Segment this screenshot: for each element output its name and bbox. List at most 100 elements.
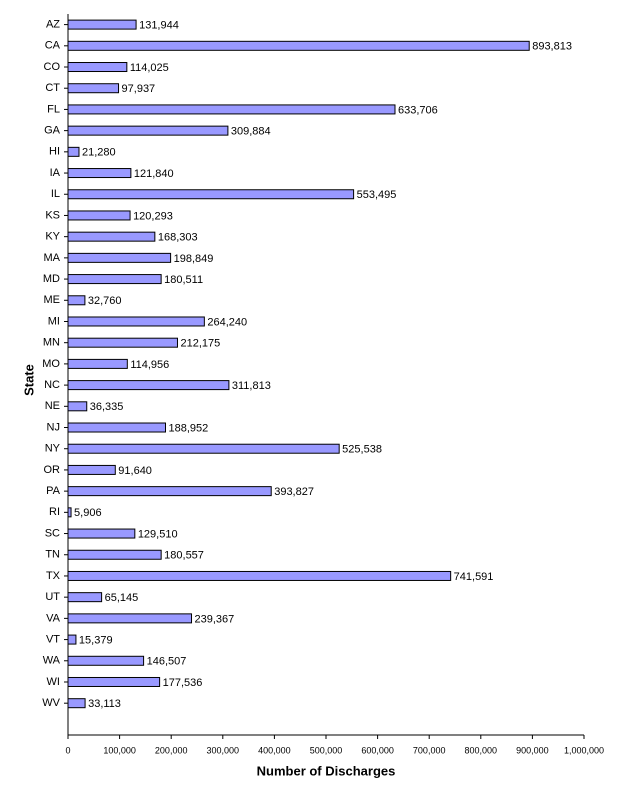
y-tick-label: CO [44,61,61,73]
value-label: 393,827 [274,486,314,498]
x-tick-label: 1,000,000 [564,745,604,755]
y-tick-label: AZ [46,19,60,31]
y-tick-label: PA [46,485,61,497]
value-label: 36,335 [90,401,124,413]
y-tick-label: WV [42,697,60,709]
value-label: 180,511 [164,274,203,286]
y-tick-label: MI [48,315,60,327]
value-label: 146,507 [147,656,187,668]
x-tick-label: 0 [65,745,70,755]
bar [67,252,172,263]
value-label: 198,849 [174,253,214,265]
bar [67,125,229,136]
bar [67,62,128,73]
bar [67,570,452,581]
y-tick-label: NY [45,443,61,455]
y-tick-label: MN [43,337,60,349]
y-tick-label: TN [45,549,60,561]
value-label: 553,495 [357,189,397,201]
y-tick-label: FL [47,103,60,115]
bar [67,168,132,179]
value-label: 177,536 [163,677,203,689]
bar [67,655,145,666]
x-tick-label: 400,000 [258,745,291,755]
value-label: 525,538 [342,444,382,456]
value-label: 114,956 [130,359,169,371]
value-label: 5,906 [74,507,102,519]
bar [67,528,136,539]
bar [67,507,72,518]
bar [67,443,340,454]
y-tick-label: ME [44,294,61,306]
value-label: 180,557 [164,550,204,562]
bar [67,316,205,327]
bar [67,464,116,475]
value-label: 633,706 [398,104,438,116]
x-tick-label: 500,000 [310,745,343,755]
value-label: 33,113 [88,698,121,710]
y-tick-label: HI [49,146,60,158]
value-label: 121,840 [134,168,174,180]
y-tick-label: WI [47,676,60,688]
bar [67,698,86,709]
bar [67,210,131,221]
x-tick-label: 600,000 [361,745,394,755]
y-tick-label: NJ [47,421,60,433]
bar [67,189,355,200]
x-tick-label: 900,000 [516,745,549,755]
bar [67,358,128,369]
value-label: 311,813 [232,380,271,392]
y-axis-label: State [21,364,36,396]
bar [67,231,156,242]
value-label: 129,510 [138,528,178,540]
y-tick-label: MA [44,252,61,264]
y-tick-label: OR [44,464,61,476]
x-tick-label: 700,000 [413,745,446,755]
x-tick-label: 200,000 [155,745,188,755]
y-tick-label: IA [50,167,61,179]
y-tick-label: MD [43,273,60,285]
value-label: 264,240 [207,316,247,328]
value-label: 168,303 [158,232,198,244]
bar [67,146,80,157]
bar [67,104,396,115]
y-tick-label: WA [43,655,61,667]
value-label: 32,760 [88,295,122,307]
y-tick-label: VT [46,633,60,645]
value-label: 97,937 [122,83,156,95]
value-label: 893,813 [532,41,572,53]
y-tick-label: SC [45,527,60,539]
value-label: 114,025 [130,62,169,74]
bar [67,486,272,497]
bar [67,380,230,391]
bar [67,83,120,94]
bar [67,40,530,51]
y-tick-label: IL [51,188,60,200]
value-label: 91,640 [118,465,152,477]
bar [67,274,162,285]
y-tick-label: NE [45,400,60,412]
y-tick-label: RI [49,506,60,518]
y-tick-label: TX [46,570,61,582]
value-label: 212,175 [180,338,220,350]
value-label: 15,379 [79,634,113,646]
y-tick-label: KY [45,231,60,243]
bar [67,549,162,560]
y-tick-label: VA [46,612,61,624]
bar [67,401,88,412]
y-tick-label: NC [44,379,60,391]
value-label: 131,944 [139,20,179,32]
x-tick-label: 300,000 [207,745,240,755]
x-axis-label: Number of Discharges [257,763,396,778]
bar [67,295,86,306]
bar [67,19,137,30]
y-tick-label: GA [44,125,61,137]
bar [67,613,193,624]
bar [67,422,166,433]
bar [67,337,178,348]
value-label: 65,145 [105,592,139,604]
y-tick-label: UT [45,591,60,603]
value-label: 21,280 [82,147,116,159]
